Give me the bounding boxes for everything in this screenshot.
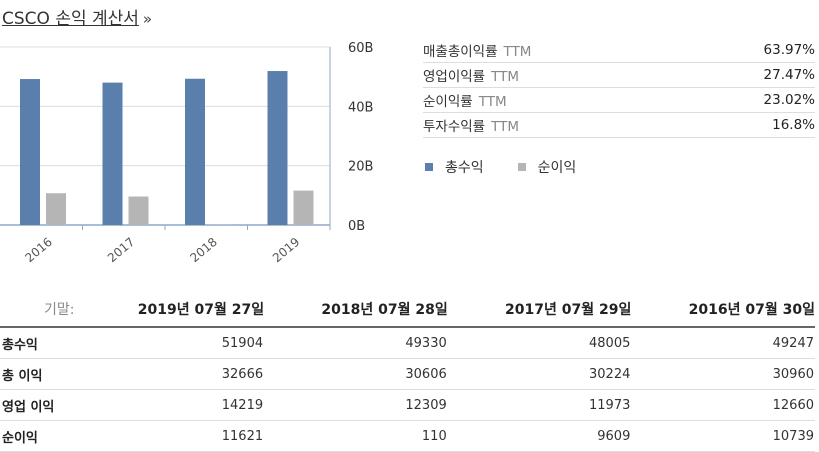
column-header: 2016년 07월 30일 (631, 296, 815, 327)
table-row: 영업 이익 14219 12309 11973 12660 (0, 390, 815, 421)
metric-ttm: TTM (491, 119, 519, 135)
table-cell: 14219 (80, 390, 264, 421)
metric-row-roi: 투자수익률 TTM 16.8% (423, 113, 815, 138)
metric-row-gross-margin: 매출총이익률 TTM 63.97% (423, 38, 815, 63)
chart-legend: 총수익 순이익 (425, 157, 610, 177)
metric-label: 영업이익률 (423, 69, 485, 85)
y-tick-label: 0B (348, 219, 365, 234)
table-cell: 12309 (264, 390, 448, 421)
x-tick-label: 2019 (270, 235, 302, 265)
bar-net-income (46, 193, 66, 225)
income-statement-table: 기말: 2019년 07월 27일 2018년 07월 28일 2017년 07… (0, 296, 815, 452)
metric-label: 순이익률 (423, 94, 473, 110)
revenue-income-chart: 0B 20B 40B 60B 2016 2017 2018 2019 (0, 0, 400, 290)
bar-net-income (129, 197, 149, 225)
table-cell: 30606 (264, 359, 448, 390)
metrics-panel: 매출총이익률 TTM 63.97% 영업이익률 TTM 27.47% 순이익률 TTM… (423, 38, 815, 138)
y-tick-label: 20B (348, 160, 373, 175)
legend-swatch-net-income (518, 163, 526, 171)
bar-revenue (20, 79, 40, 225)
row-label: 총수익 (0, 327, 80, 359)
table-cell: 110 (264, 421, 448, 452)
x-tick-label: 2016 (22, 235, 54, 265)
column-header: 2018년 07월 28일 (264, 296, 448, 327)
table-row: 총수익 51904 49330 48005 49247 (0, 327, 815, 359)
row-label: 순이익 (0, 421, 80, 452)
table-cell: 49247 (631, 327, 815, 359)
bar-net-income (294, 191, 314, 225)
column-header: 2019년 07월 27일 (80, 296, 264, 327)
x-tick-label: 2017 (105, 235, 137, 265)
metric-label: 투자수익률 (423, 119, 485, 135)
table-cell: 49330 (264, 327, 448, 359)
table-cell: 12660 (631, 390, 815, 421)
metric-value: 23.02% (764, 92, 815, 108)
bar-revenue (268, 71, 288, 225)
y-tick-label: 60B (348, 41, 373, 56)
legend-label: 총수익 (445, 157, 484, 177)
column-header: 2017년 07월 29일 (448, 296, 632, 327)
row-label: 총 이익 (0, 359, 80, 390)
table-row: 총 이익 32666 30606 30224 30960 (0, 359, 815, 390)
metric-ttm: TTM (504, 44, 532, 60)
metric-row-net-margin: 순이익률 TTM 23.02% (423, 88, 815, 113)
row-label: 영업 이익 (0, 390, 80, 421)
table-cell: 11621 (80, 421, 264, 452)
y-tick-label: 40B (348, 100, 373, 115)
metric-label: 매출총이익률 (423, 44, 498, 60)
bar-revenue (103, 83, 123, 225)
table-cell: 48005 (448, 327, 632, 359)
table-cell: 9609 (448, 421, 632, 452)
metric-value: 27.47% (764, 67, 815, 83)
legend-label: 순이익 (538, 157, 577, 177)
bar-revenue (185, 79, 205, 225)
metric-ttm: TTM (479, 94, 507, 110)
metric-ttm: TTM (491, 69, 519, 85)
table-cell: 30960 (631, 359, 815, 390)
metric-value: 16.8% (772, 117, 815, 133)
legend-swatch-revenue (425, 163, 433, 171)
table-row: 순이익 11621 110 9609 10739 (0, 421, 815, 452)
legend-item-revenue: 총수익 (425, 157, 484, 177)
table-cell: 11973 (448, 390, 632, 421)
period-label: 기말: (0, 296, 80, 327)
table-cell: 51904 (80, 327, 264, 359)
metric-row-operating-margin: 영업이익률 TTM 27.47% (423, 63, 815, 88)
metric-value: 63.97% (764, 42, 815, 58)
legend-item-net-income: 순이익 (518, 157, 577, 177)
table-cell: 10739 (631, 421, 815, 452)
table-cell: 32666 (80, 359, 264, 390)
table-cell: 30224 (448, 359, 632, 390)
x-tick-label: 2018 (187, 235, 219, 265)
table-header-row: 기말: 2019년 07월 27일 2018년 07월 28일 2017년 07… (0, 296, 815, 327)
